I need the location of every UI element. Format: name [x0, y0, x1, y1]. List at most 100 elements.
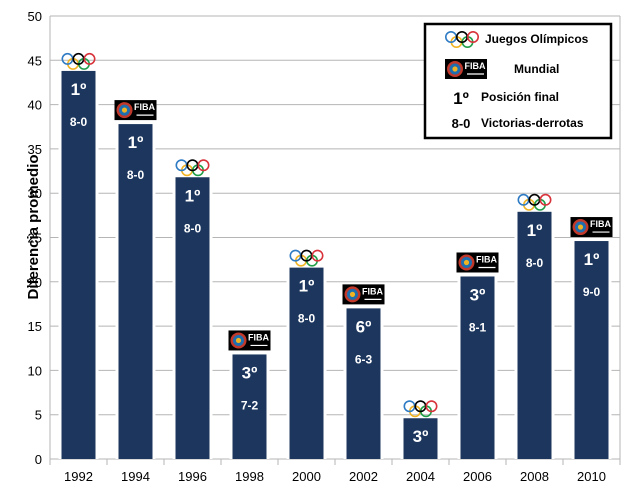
legend-box: [423, 22, 613, 140]
olympic-ring: [197, 159, 210, 172]
x-tick-label: 2002: [349, 469, 378, 484]
bar-group: 1º 8-0: [286, 249, 327, 459]
y-tick-label: 10: [28, 363, 42, 378]
olympic-ring: [425, 400, 438, 413]
bar: [289, 267, 324, 459]
y-tick-label: 45: [28, 53, 42, 68]
fiba-logo-icon: FIBA: [456, 252, 499, 273]
bar: [118, 124, 153, 459]
y-tick-label: 50: [28, 9, 42, 24]
x-tick-label: 2010: [577, 469, 606, 484]
legend-label: Victorias-derrotas: [481, 116, 584, 130]
bar-record-label: 5-3: [412, 462, 430, 476]
bar: [403, 418, 438, 459]
olympic-ring: [83, 52, 96, 65]
x-tick-label: 1992: [64, 469, 93, 484]
bar-position-label: 3º: [242, 363, 258, 382]
x-tick-label: 2006: [463, 469, 492, 484]
fiba-logo-icon: FIBA: [570, 217, 613, 238]
fiba-logo-text: FIBA: [362, 286, 383, 296]
fiba-ball-center: [235, 337, 242, 344]
fiba-logo-text: FIBA: [476, 254, 497, 264]
legend-label: Mundial: [514, 62, 559, 76]
y-tick-label: 30: [28, 186, 42, 201]
fiba-logo-text: FIBA: [248, 332, 269, 342]
y-tick-label: 25: [28, 231, 42, 246]
bar-position-label: 1º: [128, 133, 144, 152]
fiba-logo-text: FIBA: [134, 102, 155, 112]
legend-label: Posición final: [481, 90, 559, 104]
legend-position-sample: 1º: [453, 89, 469, 108]
bar: [346, 308, 381, 459]
bar-group: 3º 7-2 FIBA: [228, 330, 271, 459]
bar: [175, 177, 210, 459]
bar-record-label: 8-1: [469, 320, 487, 334]
bar-record-label: 8-0: [184, 221, 202, 235]
bar-group: 1º 9-0 FIBA: [570, 217, 613, 459]
y-tick-label: 40: [28, 98, 42, 113]
x-tick-label: 2008: [520, 469, 549, 484]
legend: Juegos Olímpicos FIBA Mundial 1º Posición fi…: [423, 22, 613, 140]
olympic-ring: [466, 30, 479, 43]
bar-record-label: 8-0: [70, 115, 88, 129]
bar-record-label: 6-3: [355, 352, 373, 366]
y-tick-labels: 0 5 10 15 20 25 30 35 40 45 50: [28, 9, 42, 467]
x-tick-label: 2004: [406, 469, 435, 484]
x-tick-label: 1998: [235, 469, 264, 484]
bar-record-label: 8-0: [127, 168, 145, 182]
bar-group: 3º 5-3: [400, 400, 441, 476]
bar-group: 1º 8-0: [172, 159, 213, 459]
bar-record-label: 9-0: [583, 285, 601, 299]
x-tick-labels: 1992 1994 1996 1998 2000 2002 2004 2006 2008 2010: [64, 469, 606, 484]
y-tick-label: 15: [28, 319, 42, 334]
x-tick-label: 1996: [178, 469, 207, 484]
fiba-logo-text: FIBA: [590, 219, 611, 229]
bar-position-label: 1º: [584, 250, 600, 269]
fiba-logo-icon: FIBA: [228, 330, 271, 351]
bar-record-label: 8-0: [298, 312, 316, 326]
x-tick-label: 1994: [121, 469, 150, 484]
bar-group: 1º 8-0 FIBA: [114, 100, 157, 459]
olympic-rings-icon: [444, 30, 479, 48]
bar: [232, 354, 267, 459]
bar: [517, 211, 552, 459]
bar-group: 1º 8-0: [514, 193, 555, 459]
olympic-rings-icon: [289, 249, 324, 267]
bar-record-label: 8-0: [526, 256, 544, 270]
fiba-logo-icon: FIBA: [342, 284, 385, 305]
olympic-rings-icon: [517, 193, 552, 211]
bar: [574, 241, 609, 459]
fiba-ball-center: [349, 291, 356, 297]
bar-position-label: 3º: [413, 427, 429, 446]
fiba-ball-center: [577, 224, 584, 230]
x-tick-label: 2000: [292, 469, 321, 484]
fiba-ball-center: [463, 259, 470, 266]
legend-record-sample: 8-0: [452, 116, 471, 131]
bar-position-label: 6º: [356, 317, 372, 336]
olympic-rings-icon: [61, 52, 96, 70]
bar-group: 3º 8-1 FIBA: [456, 252, 499, 459]
y-tick-label: 5: [35, 408, 42, 423]
bar-position-label: 3º: [470, 285, 486, 304]
bar-position-label: 1º: [185, 186, 201, 205]
olympic-rings-icon: [175, 159, 210, 177]
bar-group: 6º 6-3 FIBA: [342, 284, 385, 459]
fiba-ball-center: [121, 107, 128, 113]
bar: [61, 70, 96, 459]
bars: 1º 8-0 1º 8-0 FIBA 1º 8-0 3º 7-2 FIBA 1º 8-0 6º 6-3 FI…: [58, 52, 613, 476]
fiba-logo-icon: FIBA: [445, 59, 487, 79]
y-tick-label: 35: [28, 142, 42, 157]
bar-position-label: 1º: [527, 221, 543, 240]
y-tick-label: 0: [35, 452, 42, 467]
olympic-ring: [539, 193, 552, 206]
y-axis-label: Diferencia promedio: [25, 154, 42, 299]
fiba-ball-center: [452, 66, 458, 72]
fiba-logo-icon: FIBA: [114, 100, 157, 121]
bar-position-label: 1º: [299, 277, 315, 296]
legend-label: Juegos Olímpicos: [485, 32, 589, 46]
olympic-ring: [311, 249, 324, 262]
fiba-logo-text: FIBA: [465, 61, 486, 71]
bar-group: 1º 8-0: [58, 52, 99, 459]
bar: [460, 276, 495, 459]
